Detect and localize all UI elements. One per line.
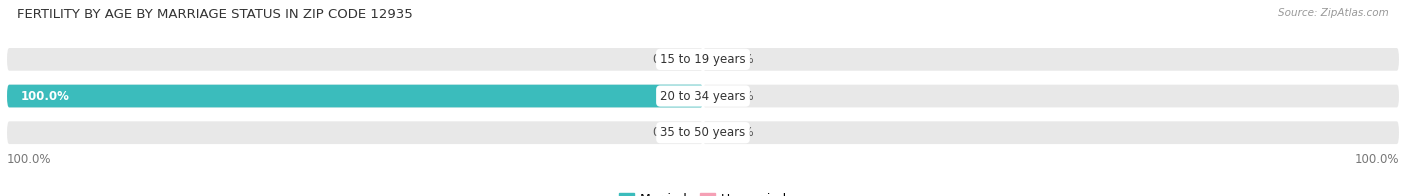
Text: 20 to 34 years: 20 to 34 years	[661, 90, 745, 103]
Text: 100.0%: 100.0%	[1354, 153, 1399, 166]
Text: FERTILITY BY AGE BY MARRIAGE STATUS IN ZIP CODE 12935: FERTILITY BY AGE BY MARRIAGE STATUS IN Z…	[17, 8, 412, 21]
Text: 0.0%: 0.0%	[652, 53, 682, 66]
Text: 0.0%: 0.0%	[724, 126, 754, 139]
Text: 0.0%: 0.0%	[724, 53, 754, 66]
FancyBboxPatch shape	[7, 85, 703, 107]
Text: 100.0%: 100.0%	[21, 90, 70, 103]
Text: 35 to 50 years: 35 to 50 years	[661, 126, 745, 139]
FancyBboxPatch shape	[703, 121, 1399, 144]
FancyBboxPatch shape	[7, 85, 703, 107]
Text: Source: ZipAtlas.com: Source: ZipAtlas.com	[1278, 8, 1389, 18]
Text: 0.0%: 0.0%	[724, 90, 754, 103]
Text: 100.0%: 100.0%	[7, 153, 52, 166]
FancyBboxPatch shape	[703, 85, 1399, 107]
FancyBboxPatch shape	[703, 48, 1399, 71]
FancyBboxPatch shape	[7, 121, 703, 144]
Text: 15 to 19 years: 15 to 19 years	[661, 53, 745, 66]
Legend: Married, Unmarried: Married, Unmarried	[619, 193, 787, 196]
FancyBboxPatch shape	[7, 48, 703, 71]
Text: 0.0%: 0.0%	[652, 126, 682, 139]
